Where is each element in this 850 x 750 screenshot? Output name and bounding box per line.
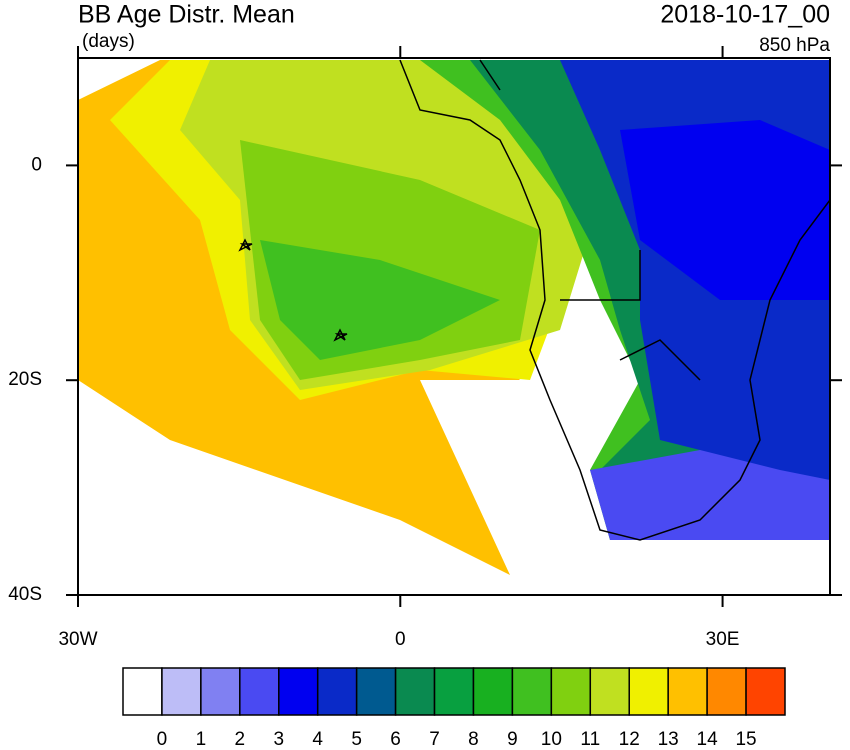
plot-frame xyxy=(77,57,831,596)
x-tick-label: 30W xyxy=(58,629,97,650)
colorbar-box xyxy=(355,667,397,716)
colorbar-box xyxy=(239,667,280,716)
colorbar-label: 15 xyxy=(735,729,756,750)
colorbar-box xyxy=(161,667,202,716)
colorbar-box xyxy=(667,667,708,716)
x-tick-label: 0 xyxy=(395,629,406,650)
colorbar-box xyxy=(200,667,241,716)
colorbar-label: 7 xyxy=(429,729,440,750)
colorbar-box xyxy=(745,667,786,716)
colorbar-label: 9 xyxy=(507,729,518,750)
units: (days) xyxy=(82,31,135,52)
field xyxy=(78,58,830,595)
colorbar-label: 6 xyxy=(390,729,401,750)
colorbar-box xyxy=(122,667,163,716)
colorbar-label: 12 xyxy=(619,729,640,750)
colorbar-label: 8 xyxy=(468,729,479,750)
colorbar-box xyxy=(706,667,747,716)
colorbar-box xyxy=(278,667,319,716)
level: 850 hPa xyxy=(759,35,830,56)
colorbar-box xyxy=(433,667,475,716)
colorbar-label: 0 xyxy=(157,729,168,750)
colorbar-label: 10 xyxy=(541,729,562,750)
colorbar-box xyxy=(472,667,514,716)
colorbar-label: 5 xyxy=(351,729,362,750)
colorbar-box xyxy=(589,667,630,716)
y-tick-label: 20S xyxy=(8,369,42,390)
y-tick-label: 0 xyxy=(31,154,42,175)
colorbar-label: 13 xyxy=(658,729,679,750)
colorbar-label: 4 xyxy=(312,729,323,750)
colorbar-box xyxy=(550,667,592,716)
colorbar-label: 1 xyxy=(196,729,207,750)
date: 2018-10-17_00 xyxy=(660,1,830,29)
y-tick-label: 40S xyxy=(8,584,42,605)
x-tick-label: 30E xyxy=(706,629,740,650)
colorbar-box xyxy=(511,667,553,716)
colorbar-label: 3 xyxy=(273,729,284,750)
title: BB Age Distr. Mean xyxy=(78,1,295,29)
colorbar-label: 14 xyxy=(697,729,719,750)
colorbar-box xyxy=(316,667,358,716)
colorbar-label: 11 xyxy=(580,729,600,750)
colorbar-box xyxy=(628,667,669,716)
colorbar-box xyxy=(394,667,436,716)
colorbar-label: 2 xyxy=(235,729,246,750)
